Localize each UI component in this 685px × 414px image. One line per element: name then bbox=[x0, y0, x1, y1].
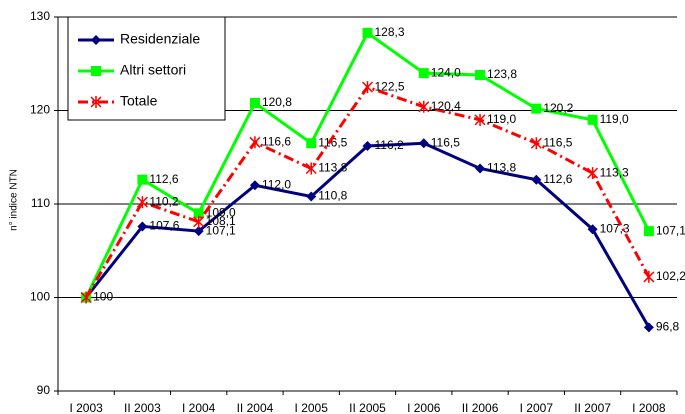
data-label: 128,3 bbox=[375, 25, 405, 39]
data-label: 124,0 bbox=[431, 65, 461, 79]
marker bbox=[193, 208, 204, 219]
y-axis-label: n° indice NTN bbox=[9, 169, 20, 231]
marker bbox=[193, 226, 204, 237]
marker bbox=[137, 174, 148, 185]
marker bbox=[362, 27, 373, 38]
legend-marker bbox=[91, 66, 101, 76]
data-label: 110,8 bbox=[318, 189, 347, 203]
marker bbox=[306, 138, 317, 149]
marker bbox=[362, 141, 373, 152]
data-label: 96,8 bbox=[656, 320, 680, 334]
data-label: 116,2 bbox=[375, 138, 404, 152]
data-label: 116,5 bbox=[543, 135, 572, 149]
x-tick-label: I 2008 bbox=[632, 401, 666, 414]
data-label: 102,2 bbox=[656, 269, 685, 283]
data-label: 112,0 bbox=[262, 177, 291, 191]
x-tick-label: I 2005 bbox=[295, 401, 329, 414]
marker bbox=[418, 100, 430, 113]
y-tick-label: 110 bbox=[31, 196, 50, 210]
x-tick-label: I 2006 bbox=[407, 401, 441, 414]
data-label: 113,3 bbox=[600, 165, 629, 179]
data-label: 120,8 bbox=[262, 95, 292, 109]
data-label: 107,1 bbox=[206, 223, 236, 237]
marker bbox=[530, 137, 542, 150]
data-label: 123,8 bbox=[487, 67, 517, 81]
marker bbox=[474, 113, 486, 126]
data-label: 113,8 bbox=[318, 161, 347, 175]
legend-label: Altri settori bbox=[120, 62, 186, 78]
data-label: 107,6 bbox=[149, 219, 179, 233]
marker bbox=[475, 69, 486, 80]
data-label: 116,5 bbox=[318, 135, 347, 149]
marker bbox=[249, 136, 261, 149]
marker bbox=[361, 81, 374, 94]
marker bbox=[531, 103, 542, 114]
marker bbox=[136, 196, 148, 209]
data-label: 112,6 bbox=[149, 172, 178, 186]
y-tick-label: 100 bbox=[30, 290, 50, 304]
x-tick-label: II 2004 bbox=[237, 401, 274, 414]
data-label: 116,5 bbox=[431, 135, 460, 149]
data-label: 110,2 bbox=[149, 194, 178, 208]
marker bbox=[643, 322, 654, 333]
marker bbox=[643, 226, 654, 237]
marker bbox=[306, 191, 317, 202]
marker bbox=[475, 163, 486, 174]
series-line bbox=[84, 141, 651, 329]
legend-marker bbox=[90, 96, 102, 108]
marker bbox=[418, 68, 429, 79]
legend-label: Totale bbox=[120, 93, 158, 109]
legend: Residenziale Altri settori Totale bbox=[67, 16, 226, 121]
data-label: 120,2 bbox=[543, 101, 573, 115]
x-tick-label: II 2003 bbox=[124, 401, 161, 414]
legend-label: Residenziale bbox=[120, 31, 200, 47]
data-label: 113,8 bbox=[487, 161, 516, 175]
y-tick-label: 130 bbox=[30, 9, 50, 23]
data-label: 100 bbox=[93, 290, 113, 304]
marker bbox=[305, 162, 317, 175]
x-tick-label: II 2007 bbox=[574, 401, 611, 414]
legend-marker bbox=[91, 35, 101, 45]
marker bbox=[587, 224, 598, 235]
data-label: 120,4 bbox=[431, 99, 461, 113]
data-label: 108,1 bbox=[206, 214, 236, 228]
x-tick-label: II 2005 bbox=[349, 401, 386, 414]
x-tick-label: I 2003 bbox=[69, 401, 103, 414]
data-label: 112,6 bbox=[543, 172, 572, 186]
data-label: 107,3 bbox=[600, 221, 630, 235]
y-tick-label: 120 bbox=[30, 103, 50, 117]
marker bbox=[587, 114, 598, 125]
marker bbox=[80, 291, 92, 304]
data-label: 116,6 bbox=[262, 134, 291, 148]
x-tick-label: I 2004 bbox=[182, 401, 216, 414]
marker bbox=[643, 270, 655, 283]
marker bbox=[193, 215, 205, 228]
marker bbox=[418, 138, 429, 149]
x-tick-label: II 2006 bbox=[462, 401, 499, 414]
data-label: 122,5 bbox=[375, 79, 405, 93]
marker bbox=[249, 98, 260, 109]
marker bbox=[531, 174, 542, 185]
data-label: 119,0 bbox=[487, 112, 516, 126]
marker bbox=[137, 221, 148, 232]
marker bbox=[587, 167, 599, 180]
data-label: 119,0 bbox=[600, 112, 629, 126]
data-label: 107,1 bbox=[656, 223, 685, 237]
data-label: 109,0 bbox=[206, 206, 236, 220]
marker bbox=[249, 180, 260, 191]
x-tick-label: I 2007 bbox=[520, 401, 554, 414]
y-tick-label: 90 bbox=[37, 383, 51, 397]
